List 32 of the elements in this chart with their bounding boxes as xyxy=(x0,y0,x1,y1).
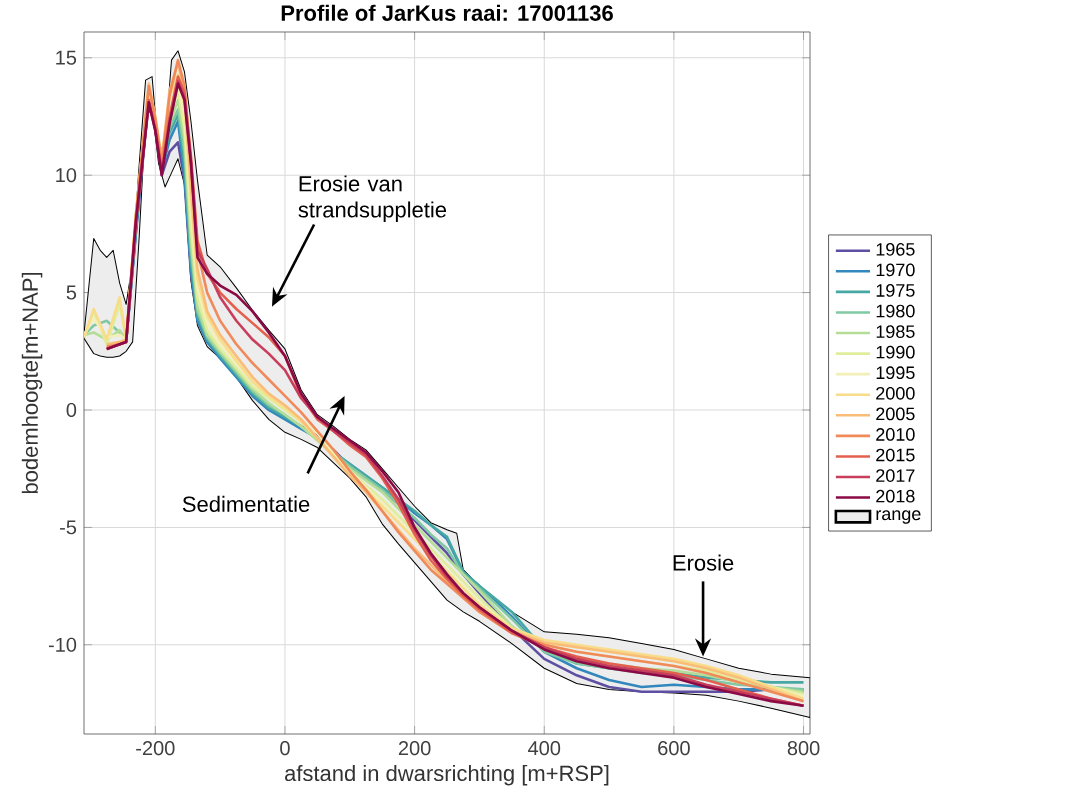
legend-label: 1995 xyxy=(876,366,915,380)
y-tick-label: 15 xyxy=(56,50,77,65)
legend-label: 2018 xyxy=(876,489,915,503)
x-tick-label: 800 xyxy=(787,741,820,756)
x-tick-label: 0 xyxy=(280,741,290,756)
legend-label: 2017 xyxy=(876,469,915,482)
y-tick-label: -10 xyxy=(48,637,77,652)
y-tick-label: 10 xyxy=(56,168,77,183)
y-tick-label: 0 xyxy=(66,402,77,418)
legend-label: 1975 xyxy=(876,284,915,297)
x-tick-label: 400 xyxy=(528,741,561,756)
annotation: Sedimentatie xyxy=(182,495,310,512)
legend-label: 1985 xyxy=(876,325,915,338)
legend-label: 2015 xyxy=(876,448,915,462)
x-axis-title: afstand in dwarsrichting [m+RSP] xyxy=(285,764,609,786)
legend-label: 2000 xyxy=(876,386,915,400)
y-tick-label: 5 xyxy=(66,285,77,300)
legend-label: range xyxy=(876,510,921,524)
y-axis-title: bodemhoogte[m+NAP] xyxy=(21,272,43,494)
legend-label: 1965 xyxy=(876,242,915,256)
legend-label: 2005 xyxy=(876,407,915,421)
legend-label: 1990 xyxy=(876,345,915,359)
x-tick-label: 600 xyxy=(658,741,690,756)
legend-label: 1980 xyxy=(876,304,915,318)
legend-label: 2010 xyxy=(876,428,915,441)
y-tick-label: -5 xyxy=(60,520,77,535)
x-tick-label: 200 xyxy=(398,741,431,756)
legend-label: 1970 xyxy=(876,263,915,277)
chart-title: Profile of JarKus raai: 17001136 xyxy=(281,4,613,21)
annotation: Erosie van strandsuppletie xyxy=(298,175,447,222)
annotation: Erosie xyxy=(673,554,734,571)
x-tick-label: -200 xyxy=(136,741,175,756)
